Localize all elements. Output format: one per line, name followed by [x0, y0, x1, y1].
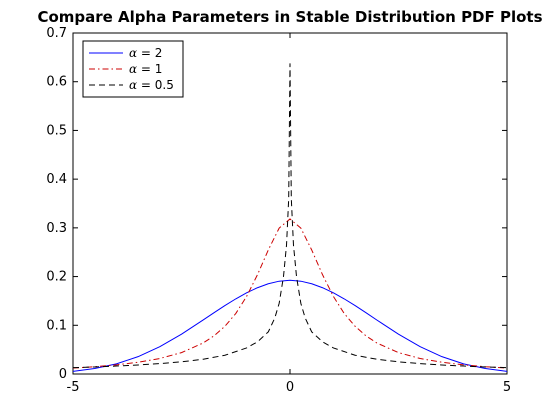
- series-line-3: [72, 63, 508, 369]
- y-tick-label: 0.6: [46, 75, 67, 90]
- legend-box: [82, 40, 184, 98]
- legend-label-2: α = 1: [129, 62, 162, 76]
- x-tick-label: -5: [67, 380, 80, 395]
- legend-label-3: α = 0.5: [129, 78, 174, 92]
- series-layer: [72, 63, 508, 372]
- x-tick-label: 0: [286, 380, 294, 395]
- axis-ticks: 00.10.20.30.40.50.60.7-5 0 5: [46, 26, 511, 395]
- x-tick-label: 5: [503, 380, 511, 395]
- chart-title: Compare Alpha Parameters in Stable Distr…: [37, 8, 542, 26]
- y-tick-label: 0: [59, 367, 67, 382]
- legend-label-1: α = 2: [129, 46, 162, 60]
- legend-alpha-symbol: α: [129, 46, 137, 60]
- y-tick-label: 0.3: [46, 221, 67, 236]
- y-tick-label: 0.4: [46, 172, 67, 187]
- legend-alpha-symbol: α: [129, 78, 137, 92]
- series-line-2: [72, 218, 508, 369]
- legend: α = 2α = 1α = 0.5: [82, 40, 184, 98]
- series-line-1: [72, 279, 508, 372]
- legend-value: = 2: [137, 46, 162, 60]
- y-tick-label: 0.5: [46, 123, 67, 138]
- legend-alpha-symbol: α: [129, 62, 137, 76]
- legend-value: = 1: [137, 62, 162, 76]
- y-tick-label: 0.7: [46, 26, 67, 41]
- y-tick-label: 0.1: [46, 318, 67, 333]
- legend-value: = 0.5: [137, 78, 174, 92]
- y-tick-label: 0.2: [46, 270, 67, 285]
